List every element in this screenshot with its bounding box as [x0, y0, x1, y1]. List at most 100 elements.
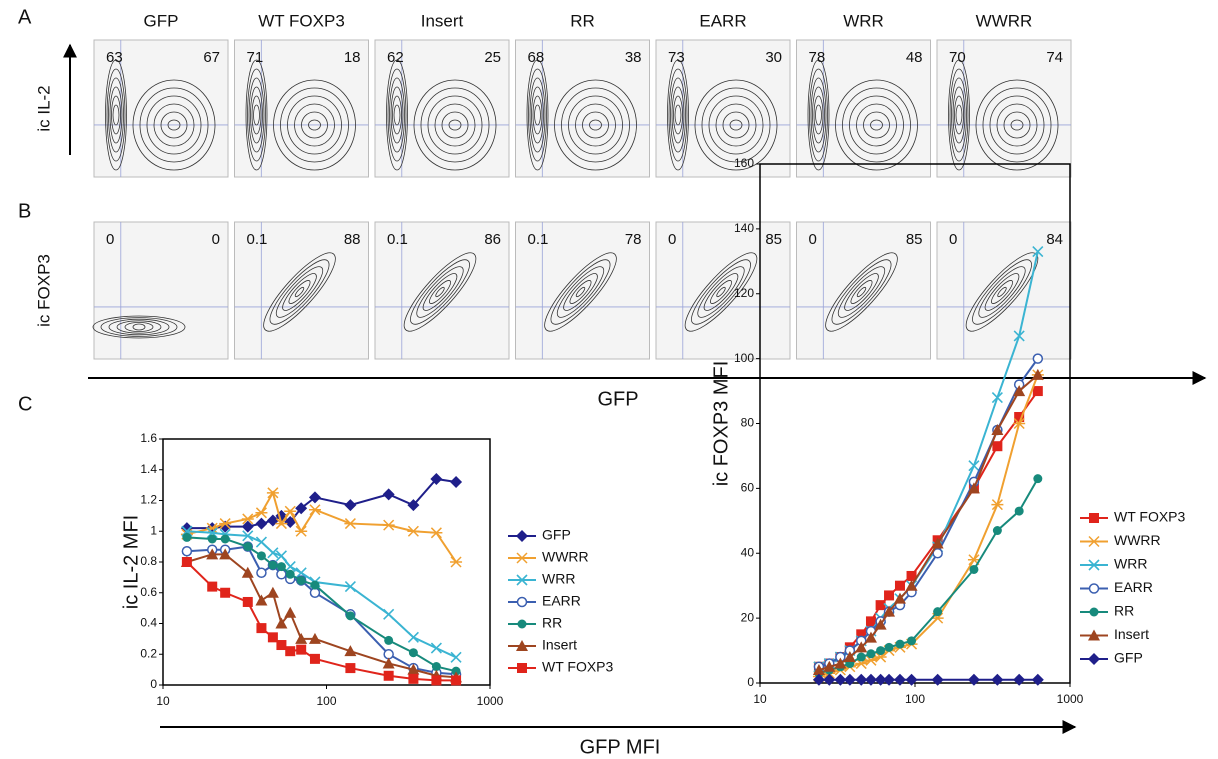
point — [856, 629, 867, 640]
contour — [863, 111, 890, 139]
point — [812, 673, 825, 686]
point — [309, 587, 321, 598]
point — [382, 657, 395, 669]
y-tick-label: 120 — [734, 286, 754, 300]
contour — [569, 280, 592, 304]
contour — [160, 111, 188, 139]
point — [284, 561, 296, 573]
legend-marker — [516, 530, 528, 542]
contour — [434, 103, 476, 147]
point — [969, 564, 979, 574]
point — [284, 606, 297, 618]
point — [1031, 673, 1044, 686]
point — [451, 666, 461, 676]
contour — [153, 103, 195, 147]
y-tick-label: 1.6 — [140, 431, 157, 445]
contour — [532, 95, 543, 135]
contour — [575, 286, 586, 298]
quadrant-value: 0 — [106, 231, 114, 248]
quadrant-value: 74 — [1046, 49, 1063, 66]
quadrant-value: 0 — [212, 231, 220, 248]
contour — [668, 68, 688, 162]
contour — [251, 95, 262, 135]
contour — [842, 87, 911, 163]
point — [275, 518, 288, 530]
point — [967, 482, 980, 494]
plot-area — [162, 438, 491, 686]
point — [242, 530, 254, 542]
x-tick-label: 1000 — [477, 694, 504, 708]
point — [276, 640, 287, 651]
contour — [245, 59, 268, 171]
contour — [294, 286, 305, 298]
legend-label: EARR — [542, 593, 581, 609]
contour — [273, 79, 356, 171]
point — [266, 487, 279, 499]
contour — [807, 59, 830, 171]
quadrant-value: 25 — [484, 49, 501, 66]
series-line — [818, 374, 1039, 678]
contour — [288, 280, 311, 304]
contour — [835, 79, 918, 171]
point — [344, 645, 357, 657]
contour — [954, 95, 964, 135]
contour — [531, 86, 544, 144]
row-y-label: ic FOXP3 — [34, 254, 53, 327]
point — [893, 673, 906, 686]
contour — [109, 86, 123, 144]
contour — [390, 86, 404, 144]
x-tick-label: 10 — [753, 692, 767, 706]
contour — [991, 280, 1013, 304]
legend-marker — [1088, 653, 1100, 665]
contour — [116, 320, 162, 334]
legend-marker — [1088, 583, 1100, 594]
contour — [975, 79, 1059, 171]
quadrant-value: 30 — [765, 49, 782, 66]
point — [991, 499, 1004, 511]
contour — [812, 86, 825, 144]
contour — [949, 68, 969, 162]
point — [382, 488, 395, 501]
contour — [420, 87, 490, 163]
sample-header: WWRR — [976, 11, 1033, 30]
contour — [694, 79, 778, 171]
point — [843, 651, 856, 663]
contour — [282, 273, 317, 311]
legend-label: WRR — [1114, 556, 1147, 572]
point — [310, 580, 320, 590]
sample-header: Insert — [421, 11, 464, 30]
point — [207, 581, 218, 592]
legend-label: WWRR — [1114, 532, 1161, 548]
contour — [387, 68, 407, 162]
point — [276, 569, 287, 580]
legend-label: WT FOXP3 — [542, 659, 614, 675]
contour — [410, 259, 470, 325]
contour — [529, 77, 546, 153]
contour — [691, 259, 751, 325]
legend-marker — [516, 640, 528, 651]
point — [1032, 246, 1044, 258]
point — [256, 623, 267, 634]
contour — [550, 259, 611, 325]
contour — [556, 266, 605, 318]
legend-label: WT FOXP3 — [1114, 509, 1186, 525]
contour — [422, 273, 458, 311]
contour — [722, 111, 750, 139]
y-tick-label: 0 — [747, 675, 754, 689]
point — [181, 557, 192, 567]
contour — [248, 77, 265, 153]
legend-label: GFP — [1114, 650, 1143, 666]
sample-header: EARR — [699, 11, 746, 30]
point — [275, 617, 288, 629]
contour — [982, 87, 1052, 163]
contour — [448, 119, 462, 131]
legend-label: GFP — [542, 527, 571, 543]
y-tick-label: 0 — [150, 677, 157, 691]
contour — [544, 252, 617, 332]
contour — [393, 104, 401, 126]
point — [181, 545, 193, 557]
point — [1031, 368, 1044, 380]
contour — [416, 266, 464, 318]
contour — [441, 111, 469, 139]
